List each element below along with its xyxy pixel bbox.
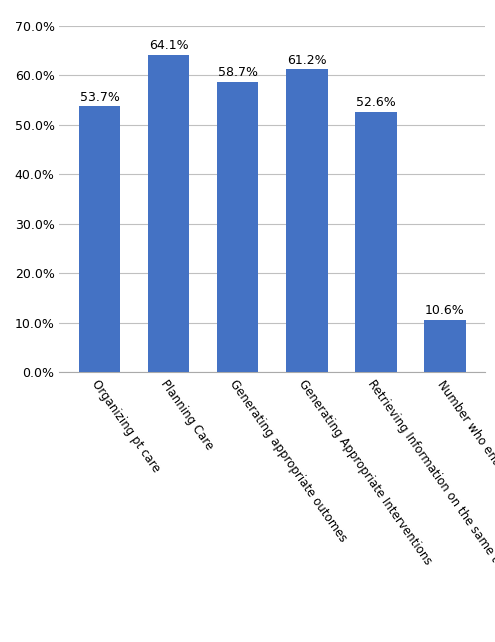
Bar (148, 55, 189, 372)
Text: 53.7%: 53.7% (80, 91, 119, 104)
Bar (79, 107, 120, 372)
Bar (217, 82, 258, 372)
Text: 61.2%: 61.2% (287, 54, 327, 67)
Text: 52.6%: 52.6% (356, 96, 396, 109)
Text: 10.6%: 10.6% (425, 304, 465, 317)
Bar (286, 69, 328, 372)
Text: 64.1%: 64.1% (149, 39, 189, 53)
Text: 58.7%: 58.7% (218, 66, 258, 79)
Bar (355, 112, 396, 372)
Bar (424, 320, 466, 372)
